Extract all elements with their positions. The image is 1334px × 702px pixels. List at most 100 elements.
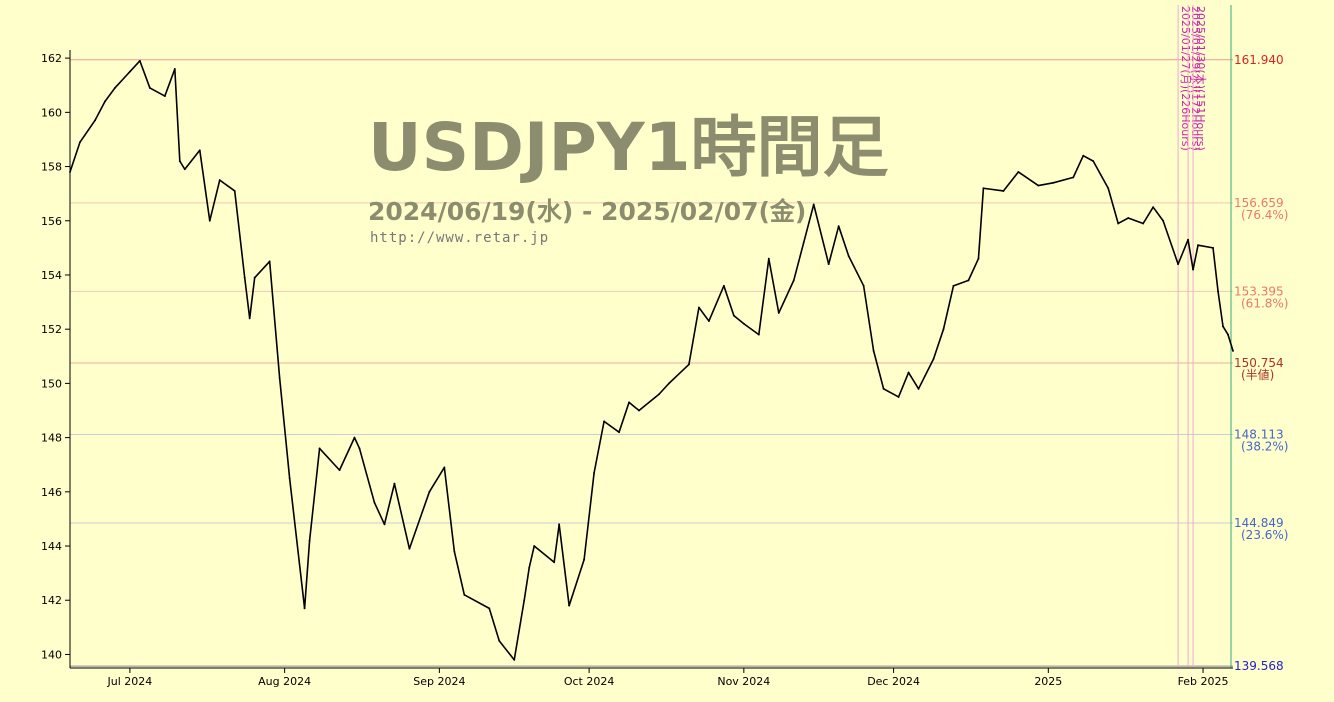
price-segment	[443, 466, 456, 553]
price-point	[94, 119, 96, 122]
price-segment	[114, 70, 131, 89]
price-segment	[253, 260, 271, 279]
price-point	[982, 187, 985, 190]
price-segment	[767, 257, 780, 314]
price-point	[358, 447, 361, 450]
price-segment	[1222, 325, 1229, 336]
x-tick-label: Sep 2024	[413, 675, 465, 688]
price-segment	[1142, 206, 1154, 225]
price-point	[862, 284, 865, 287]
level-label: 161.940	[1234, 53, 1284, 67]
price-point	[208, 219, 211, 222]
price-segment	[1017, 171, 1040, 187]
level-percent: (76.4%)	[1241, 208, 1288, 222]
price-point	[528, 566, 531, 569]
price-segment	[208, 179, 221, 222]
price-segment	[897, 371, 910, 398]
price-point	[618, 431, 620, 434]
y-tick-label: 156	[41, 215, 62, 228]
price-point	[114, 87, 116, 89]
price-segment	[847, 255, 865, 287]
price-segment	[463, 594, 491, 610]
price-segment	[593, 420, 605, 474]
price-segment	[1107, 187, 1119, 225]
price-point	[777, 312, 780, 314]
level-label: 139.568	[1234, 659, 1284, 673]
price-point	[453, 550, 456, 553]
price-point	[79, 141, 81, 144]
price-segment	[603, 420, 620, 433]
price-point	[792, 279, 795, 282]
price-segment	[1212, 247, 1219, 293]
price-segment	[628, 401, 640, 412]
price-point	[767, 257, 770, 260]
price-segment	[428, 466, 446, 493]
price-point	[583, 558, 586, 561]
price-point	[917, 387, 920, 390]
level-percent: (半値)	[1241, 367, 1274, 382]
price-point	[698, 306, 700, 309]
price-point	[1152, 206, 1155, 209]
price-point	[812, 203, 815, 206]
price-point	[288, 477, 291, 480]
price-segment	[139, 60, 151, 89]
price-point	[638, 409, 640, 412]
price-point	[757, 333, 760, 336]
price-segment	[743, 322, 760, 336]
price-segment	[1117, 217, 1129, 225]
price-point	[847, 255, 850, 257]
price-point	[1127, 217, 1130, 219]
price-point	[932, 358, 935, 360]
level-percent: (23.6%)	[1241, 528, 1288, 542]
chart-title: USDJPY1時間足	[368, 109, 889, 186]
price-segment	[952, 279, 970, 287]
price-point	[658, 393, 660, 396]
price-segment	[104, 87, 116, 103]
price-segment	[982, 187, 1005, 192]
level-label: 148.113	[1234, 428, 1284, 442]
price-series	[69, 59, 1234, 661]
price-segment	[1127, 217, 1144, 225]
price-point	[907, 371, 910, 374]
price-segment	[1227, 333, 1234, 352]
y-tick-label: 160	[41, 106, 62, 119]
price-point	[173, 68, 176, 70]
price-segment	[568, 558, 585, 607]
price-point	[553, 561, 556, 564]
price-segment	[233, 190, 246, 279]
price-point	[1107, 187, 1110, 190]
price-point	[1222, 325, 1224, 328]
price-point	[128, 70, 131, 73]
price-point	[1017, 171, 1020, 173]
y-tick-label: 162	[41, 52, 62, 65]
price-segment	[942, 285, 955, 330]
price-point	[827, 263, 830, 266]
price-segment	[917, 358, 935, 390]
price-point	[488, 607, 491, 610]
price-point	[1197, 244, 1199, 247]
price-segment	[94, 100, 106, 122]
price-point	[138, 59, 141, 62]
price-segment	[1217, 290, 1224, 328]
price-segment	[383, 482, 396, 526]
price-segment	[1072, 154, 1085, 179]
price-segment	[488, 607, 501, 642]
chart-subtitle: 2024/06/19(水) - 2025/02/07(金)	[368, 197, 806, 226]
price-point	[268, 260, 271, 263]
price-segment	[308, 447, 321, 542]
price-segment	[837, 225, 850, 257]
price-point	[248, 317, 251, 320]
price-segment	[523, 566, 531, 602]
level-percent: (61.8%)	[1241, 296, 1288, 310]
price-point	[383, 523, 386, 526]
price-segment	[1082, 154, 1095, 162]
price-point	[837, 225, 840, 228]
time-markers: 2025/01/27(月)(226Hours)2025/01/29(水)(172…	[1177, 5, 1232, 668]
price-segment	[862, 285, 875, 352]
price-point	[428, 490, 431, 493]
price-segment	[174, 68, 181, 162]
price-segment	[303, 539, 311, 610]
price-point	[942, 328, 945, 331]
price-segment	[1187, 238, 1194, 271]
price-point	[1072, 176, 1075, 179]
